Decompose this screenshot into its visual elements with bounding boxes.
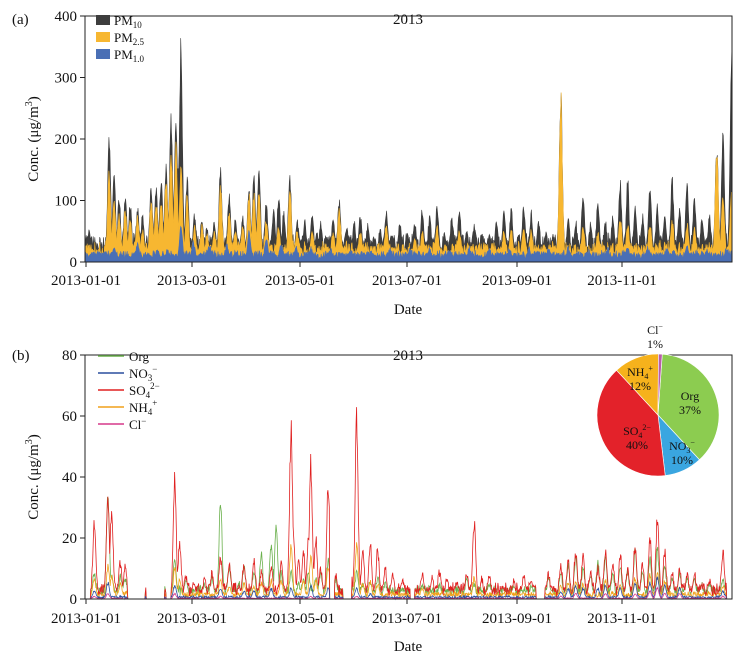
svg-text:Org: Org — [681, 389, 699, 403]
legend-label-pm10: PM10 — [114, 13, 142, 30]
x-tick-label: 2013-07-01 — [372, 611, 442, 627]
y-tick-label: 300 — [55, 71, 78, 87]
panel-a-label: (a) — [12, 12, 29, 28]
y-tick-label: 0 — [70, 255, 78, 271]
pie-slice-cl — [657, 353, 663, 416]
x-tick-label: 2013-11-01 — [587, 273, 656, 289]
panel-a-x-label: Date — [394, 302, 423, 318]
svg-text:1%: 1% — [647, 337, 663, 351]
panel-b-title: 2013 — [393, 348, 423, 364]
legend-item-pm10: PM10 — [96, 13, 142, 30]
legend-item-pm25: PM2.5 — [96, 30, 145, 47]
pie-slice-so4 — [596, 369, 666, 477]
panel-b-y-label: Conc. (μg/m3) — [24, 434, 42, 520]
panel-a-y-label-sup: 3 — [24, 101, 35, 106]
pie-label-so4: SO42− 40% — [623, 423, 651, 452]
panel-a-y-label-main: Conc. (μg/m — [26, 106, 42, 182]
panel-a: (a) 2013 0 100 200 300 400 2013-01-01 2013-03… — [12, 9, 733, 318]
legend-label-nh4: NH4+ — [129, 398, 157, 417]
legend-label-pm1: PM1.0 — [114, 47, 145, 64]
legend-item-org: Org — [98, 349, 149, 364]
y-tick-label: 20 — [62, 531, 77, 547]
svg-text:Cl−: Cl− — [647, 322, 663, 337]
nh4-series — [85, 542, 732, 600]
svg-text:NH4+: NH4+ — [627, 364, 653, 381]
pm1-series — [85, 225, 733, 263]
panel-a-x-axis: 2013-01-01 2013-03-01 2013-05-01 2013-07-01… — [51, 262, 657, 289]
y-tick-label: 0 — [70, 592, 78, 608]
panel-a-y-axis: 0 100 200 300 400 — [55, 9, 85, 271]
panel-b-y-label-close: ) — [26, 434, 42, 439]
x-tick-label: 2013-03-01 — [157, 273, 227, 289]
legend-label-org: Org — [129, 349, 149, 364]
legend-item-nh4: NH4+ — [98, 398, 157, 417]
x-tick-label: 2013-09-01 — [482, 611, 552, 627]
panel-b-legend: Org NO3− SO42− NH4+ Cl− — [98, 349, 160, 432]
x-tick-label: 2013-11-01 — [587, 611, 656, 627]
panel-a-series — [85, 38, 733, 263]
panel-a-y-label-close: ) — [26, 96, 42, 101]
panel-b-x-axis: 2013-01-01 2013-03-01 2013-05-01 2013-07-01… — [51, 599, 657, 627]
so4-series — [85, 407, 732, 600]
legend-label-so4: SO42− — [129, 381, 160, 400]
legend-swatch-pm25 — [96, 32, 110, 42]
legend-item-pm1: PM1.0 — [96, 47, 145, 64]
panel-b-y-axis: 0 20 40 60 80 — [62, 348, 85, 608]
panel-b-y-label-main: Conc. (μg/m — [26, 444, 42, 520]
pie-label-cl: Cl− 1% — [647, 322, 663, 351]
pie-slice-org — [657, 353, 720, 461]
y-tick-label: 40 — [62, 470, 77, 486]
legend-label-pm25: PM2.5 — [114, 30, 145, 47]
y-tick-label: 400 — [55, 9, 78, 25]
svg-text:40%: 40% — [626, 438, 648, 452]
svg-text:37%: 37% — [679, 403, 701, 417]
panel-a-y-label: Conc. (μg/m3) — [24, 96, 42, 182]
pie-label-nh4: NH4+ 12% — [627, 364, 653, 393]
panel-b-series — [85, 407, 732, 601]
pie-label-org: Org 37% — [679, 389, 701, 417]
legend-swatch-pm1 — [96, 49, 110, 59]
y-tick-label: 100 — [55, 194, 78, 210]
svg-text:12%: 12% — [629, 379, 651, 393]
y-tick-label: 80 — [62, 348, 77, 364]
legend-label-cl: Cl− — [129, 416, 146, 432]
pie-label-no3: NO3− 10% — [669, 438, 695, 467]
x-tick-label: 2013-09-01 — [482, 273, 552, 289]
x-tick-label: 2013-03-01 — [157, 611, 227, 627]
panel-b-label: (b) — [12, 348, 30, 364]
x-tick-label: 2013-05-01 — [265, 611, 335, 627]
svg-text:SO42−: SO42− — [623, 423, 651, 440]
legend-label-no3: NO3− — [129, 364, 157, 383]
panel-a-title: 2013 — [393, 12, 423, 28]
svg-text:10%: 10% — [671, 453, 693, 467]
legend-swatch-pm10 — [96, 15, 110, 25]
x-tick-label: 2013-01-01 — [51, 273, 121, 289]
composition-pie: Org 37% NO3− 10% SO42− 40% NH4+ 12% Cl− … — [596, 322, 720, 477]
panel-a-legend: PM10 PM2.5 PM1.0 — [96, 13, 145, 64]
y-tick-label: 60 — [62, 409, 77, 425]
svg-text:NO3−: NO3− — [669, 438, 695, 455]
legend-item-so4: SO42− — [98, 381, 160, 400]
x-tick-label: 2013-07-01 — [372, 273, 442, 289]
panel-b-y-label-sup: 3 — [24, 439, 35, 444]
x-tick-label: 2013-01-01 — [51, 611, 121, 627]
legend-item-no3: NO3− — [98, 364, 157, 383]
y-tick-label: 200 — [55, 132, 78, 148]
no3-series — [85, 576, 732, 601]
legend-item-cl: Cl− — [98, 416, 146, 432]
panel-b-x-label: Date — [394, 639, 423, 655]
x-tick-label: 2013-05-01 — [265, 273, 335, 289]
